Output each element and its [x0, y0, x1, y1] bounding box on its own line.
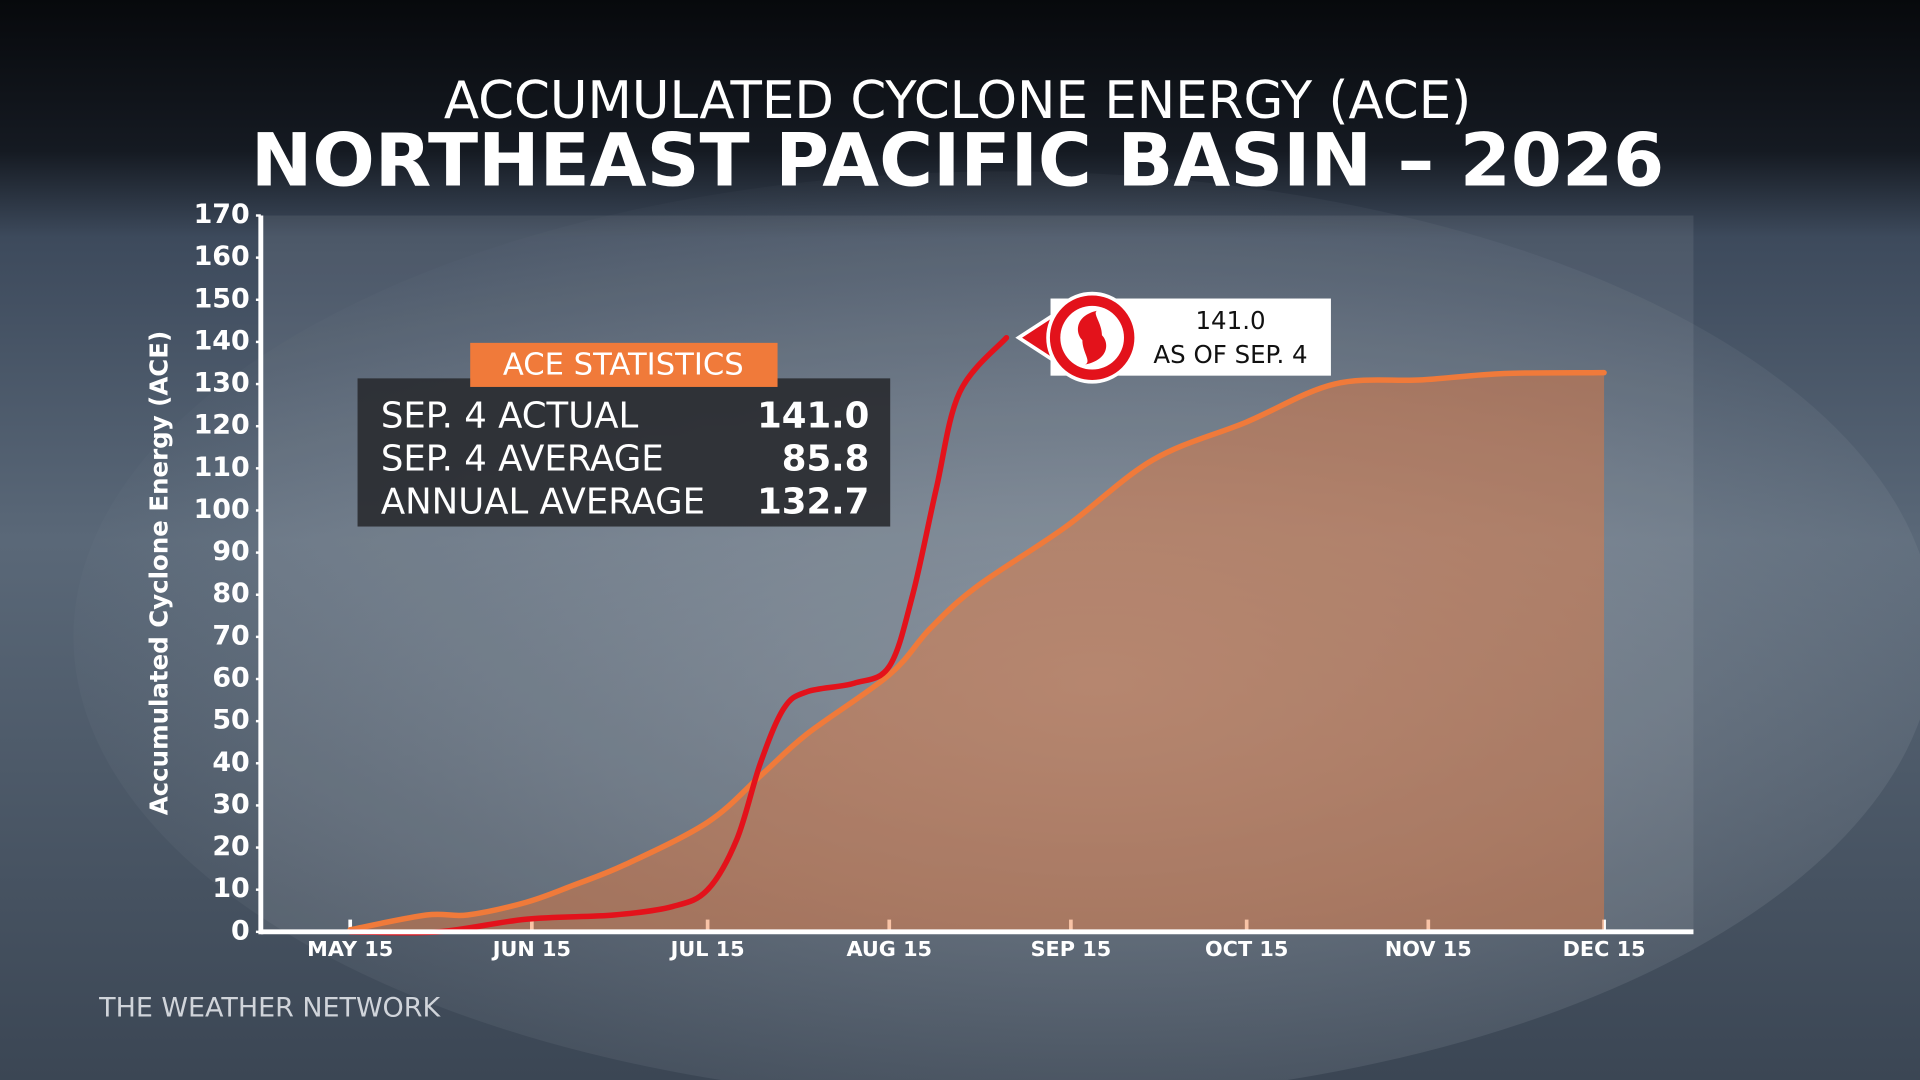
y-tick-label: 50	[212, 705, 249, 736]
y-tick-label: 80	[212, 578, 249, 609]
x-tick-label: JUN 15	[491, 937, 571, 961]
y-tick-label: 30	[212, 789, 249, 820]
stats-value: 85.8	[782, 438, 870, 479]
footer: THE WEATHER NETWORK	[98, 992, 441, 1023]
overlay: ACE STATISTICS 141.0 AS OF SEP. 4 SEP. 4 A…	[357, 291, 1331, 527]
chart-subtitle: ACCUMULATED CYCLONE ENERGY (ACE)	[444, 71, 1471, 131]
y-axis-label: Accumulated Cyclone Energy (ACE)	[144, 331, 173, 815]
y-tick-label: 90	[212, 536, 249, 567]
chart-title: NORTHEAST PACIFIC BASIN – 2026	[251, 118, 1664, 203]
annotation-text: 141.0	[1195, 306, 1265, 335]
y-tick-label: 110	[194, 452, 250, 483]
stats-label: SEP. 4 AVERAGE	[381, 438, 664, 479]
x-tick-label: OCT 15	[1205, 937, 1288, 961]
y-tick-label: 140	[194, 325, 250, 356]
y-tick-label: 160	[194, 241, 250, 272]
stats-label: ANNUAL AVERAGE	[381, 481, 705, 522]
y-tick-label: 150	[194, 283, 250, 314]
y-tick-label: 120	[194, 410, 250, 441]
y-tick-label: 20	[212, 831, 249, 862]
y-tick-label: 70	[212, 620, 249, 651]
series-line	[347, 369, 1607, 933]
x-tick-label: JUL 15	[669, 937, 745, 961]
y-tick-label: 40	[212, 747, 249, 778]
stats-label: SEP. 4 ACTUAL	[381, 396, 639, 437]
x-tick-label: NOV 15	[1385, 937, 1472, 961]
series-line	[347, 334, 1010, 936]
x-tick-label: SEP 15	[1031, 937, 1112, 961]
series-area	[350, 372, 1605, 932]
stats-title: ACE STATISTICS	[503, 348, 744, 383]
hurricane-icon	[1077, 310, 1107, 365]
stats-value: 141.0	[757, 396, 869, 437]
plot: 0 10 20 30 40 50 60 70 80 90 100 110 120 130 140 150 160…	[194, 199, 1694, 961]
x-tick-label: AUG 15	[846, 937, 932, 961]
stats-header	[470, 342, 778, 387]
y-tick-label: 60	[212, 663, 249, 694]
stats-value: 132.7	[757, 481, 869, 522]
y-tick-label: 170	[194, 199, 250, 230]
y-tick-label: 100	[194, 494, 250, 525]
plot-area	[260, 215, 1694, 932]
annotation-text: AS OF SEP. 4	[1153, 340, 1307, 369]
x-tick-label: DEC 15	[1563, 937, 1646, 961]
y-tick-label: 130	[194, 368, 250, 399]
y-tick-label: 0	[231, 915, 250, 946]
stats-box	[357, 378, 891, 527]
y-tick-label: 10	[212, 873, 249, 904]
x-tick-label: MAY 15	[307, 937, 393, 961]
